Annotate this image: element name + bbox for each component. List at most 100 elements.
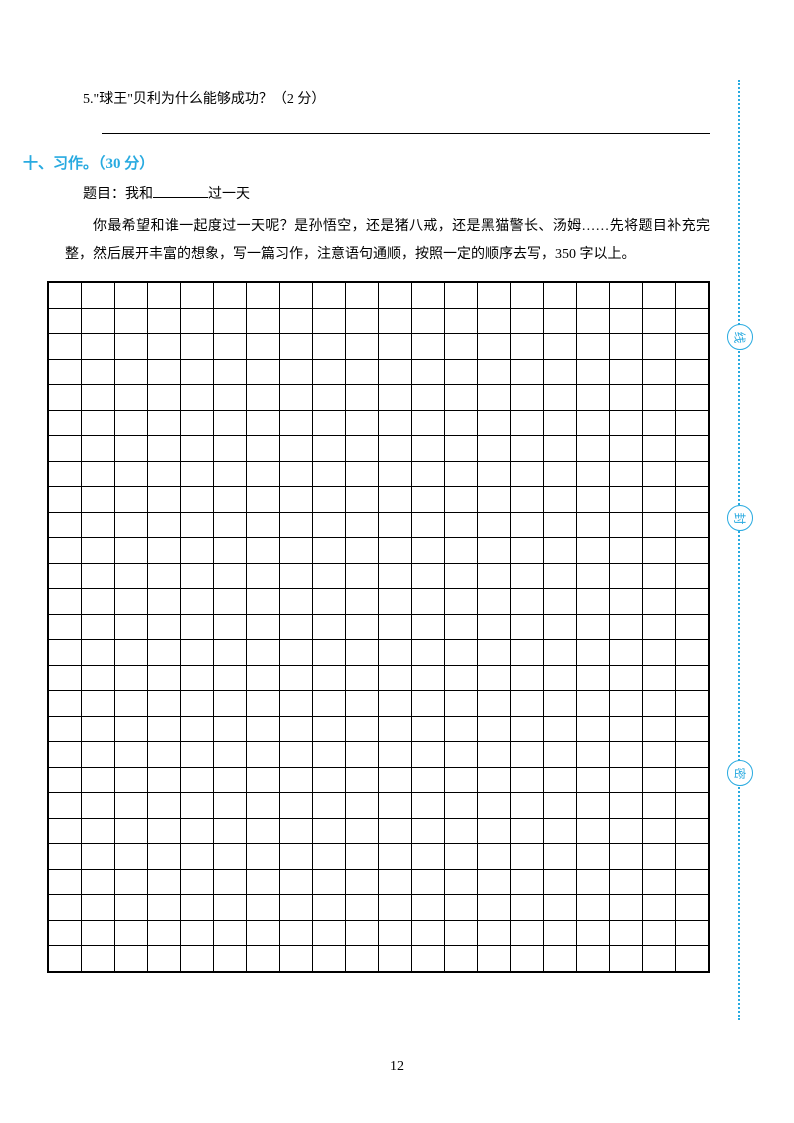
- grid-cell: [544, 793, 577, 819]
- grid-cell: [346, 589, 379, 615]
- writing-grid: [47, 281, 710, 973]
- grid-cell: [379, 946, 412, 972]
- grid-cell: [214, 512, 247, 538]
- grid-cell: [247, 742, 280, 768]
- grid-cell: [313, 818, 346, 844]
- grid-cell: [511, 538, 544, 564]
- grid-cell: [478, 869, 511, 895]
- grid-cell: [643, 691, 676, 717]
- grid-cell: [610, 410, 643, 436]
- grid-cell: [511, 563, 544, 589]
- grid-cell: [577, 895, 610, 921]
- grid-cell: [577, 512, 610, 538]
- grid-cell: [49, 359, 82, 385]
- grid-cell: [313, 920, 346, 946]
- grid-cell: [610, 716, 643, 742]
- grid-cell: [346, 665, 379, 691]
- grid-cell: [280, 512, 313, 538]
- grid-cell: [148, 410, 181, 436]
- grid-cell: [478, 487, 511, 513]
- grid-cell: [346, 793, 379, 819]
- grid-cell: [643, 614, 676, 640]
- grid-cell: [676, 461, 709, 487]
- grid-cell: [247, 538, 280, 564]
- grid-cell: [379, 512, 412, 538]
- essay-title-suffix: 过一天: [208, 187, 250, 202]
- grid-cell: [313, 538, 346, 564]
- grid-cell: [544, 818, 577, 844]
- grid-cell: [82, 487, 115, 513]
- grid-cell: [577, 691, 610, 717]
- grid-cell: [181, 563, 214, 589]
- grid-cell: [610, 308, 643, 334]
- grid-cell: [511, 487, 544, 513]
- grid-cell: [280, 538, 313, 564]
- grid-cell: [643, 767, 676, 793]
- grid-cell: [247, 665, 280, 691]
- grid-cell: [49, 640, 82, 666]
- grid-cell: [214, 589, 247, 615]
- grid-cell: [280, 359, 313, 385]
- grid-cell: [181, 385, 214, 411]
- grid-cell: [49, 589, 82, 615]
- grid-cell: [346, 920, 379, 946]
- grid-cell: [412, 487, 445, 513]
- grid-cell: [148, 844, 181, 870]
- grid-cell: [82, 512, 115, 538]
- grid-cell: [445, 640, 478, 666]
- grid-cell: [445, 818, 478, 844]
- grid-cell: [313, 308, 346, 334]
- margin-circle-2: 封: [727, 505, 753, 531]
- grid-cell: [478, 818, 511, 844]
- grid-cell: [544, 436, 577, 462]
- grid-cell: [379, 589, 412, 615]
- grid-cell: [643, 563, 676, 589]
- grid-cell: [511, 385, 544, 411]
- grid-cell: [346, 563, 379, 589]
- grid-cell: [49, 869, 82, 895]
- grid-cell: [82, 920, 115, 946]
- grid-cell: [379, 844, 412, 870]
- grid-cell: [412, 767, 445, 793]
- grid-cell: [676, 946, 709, 972]
- grid-cell: [115, 563, 148, 589]
- grid-cell: [412, 589, 445, 615]
- grid-cell: [643, 920, 676, 946]
- grid-cell: [346, 385, 379, 411]
- grid-cell: [82, 895, 115, 921]
- grid-cell: [676, 538, 709, 564]
- grid-cell: [412, 461, 445, 487]
- grid-cell: [544, 589, 577, 615]
- grid-cell: [181, 665, 214, 691]
- grid-cell: [313, 461, 346, 487]
- grid-cell: [313, 793, 346, 819]
- grid-cell: [313, 359, 346, 385]
- grid-cell: [280, 461, 313, 487]
- grid-cell: [412, 665, 445, 691]
- grid-cell: [478, 359, 511, 385]
- grid-cell: [577, 563, 610, 589]
- grid-cell: [280, 793, 313, 819]
- grid-cell: [181, 640, 214, 666]
- grid-cell: [115, 716, 148, 742]
- grid-cell: [412, 742, 445, 768]
- grid-cell: [82, 563, 115, 589]
- grid-cell: [49, 563, 82, 589]
- grid-cell: [544, 563, 577, 589]
- grid-cell: [280, 895, 313, 921]
- grid-cell: [313, 640, 346, 666]
- grid-cell: [676, 742, 709, 768]
- question-5-text: 5."球王"贝利为什么能够成功？（2 分）: [83, 88, 710, 108]
- grid-cell: [379, 461, 412, 487]
- grid-cell: [49, 308, 82, 334]
- grid-cell: [379, 665, 412, 691]
- grid-cell: [610, 767, 643, 793]
- grid-cell: [181, 308, 214, 334]
- grid-cell: [445, 895, 478, 921]
- grid-cell: [610, 385, 643, 411]
- grid-cell: [115, 946, 148, 972]
- grid-cell: [247, 563, 280, 589]
- grid-cell: [511, 461, 544, 487]
- grid-cell: [544, 767, 577, 793]
- grid-cell: [49, 512, 82, 538]
